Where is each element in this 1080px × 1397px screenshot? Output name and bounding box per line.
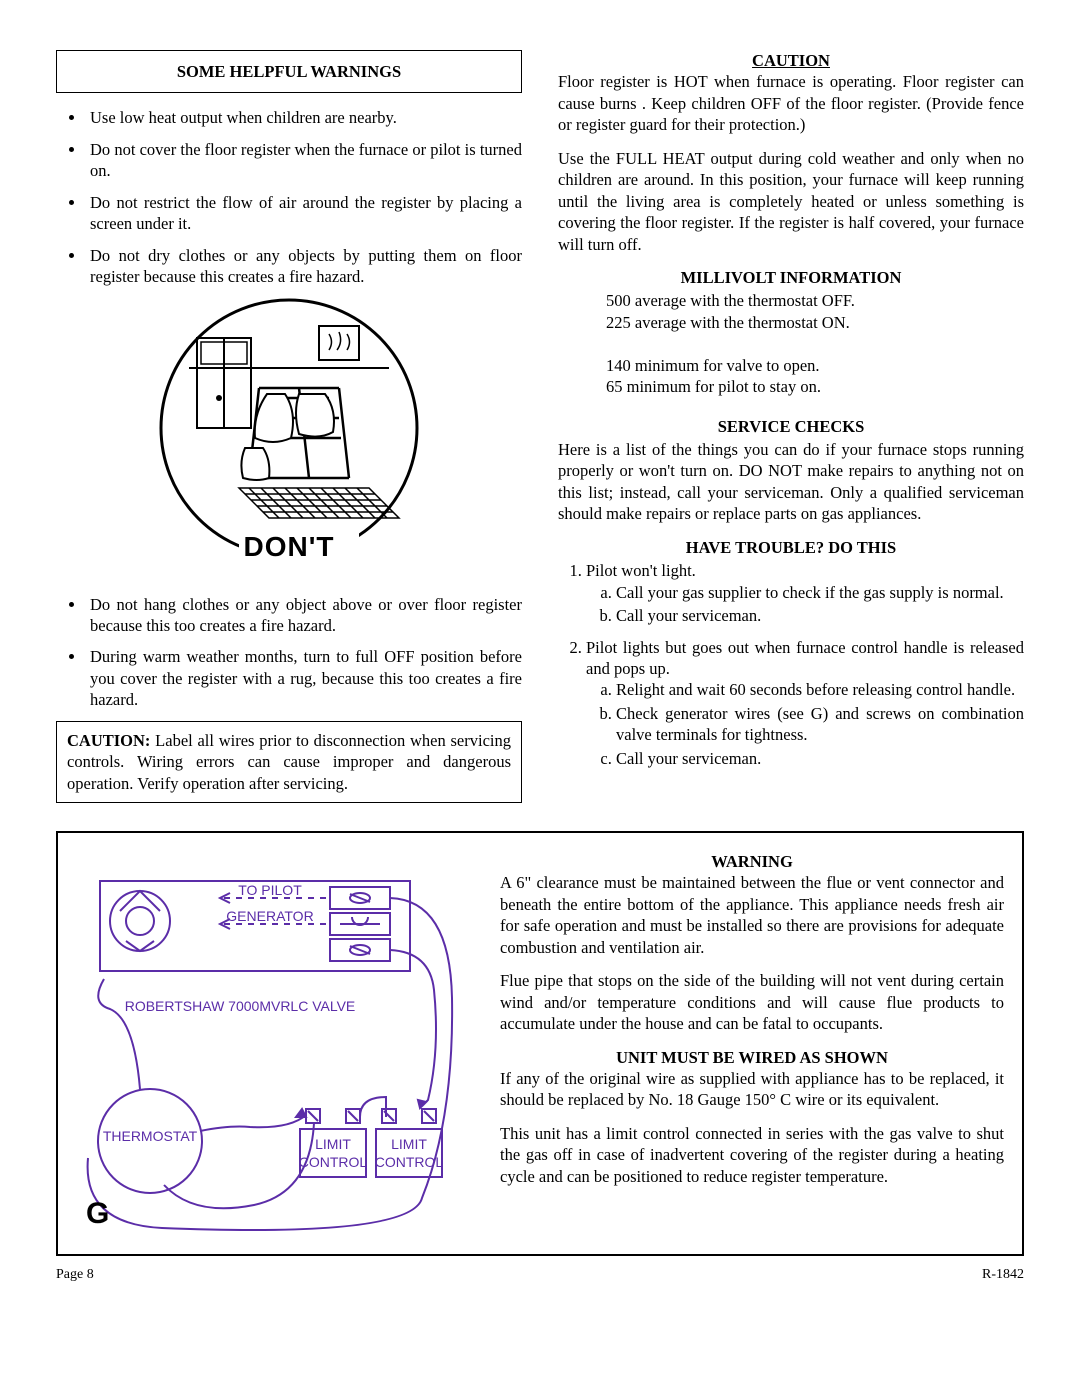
limit2-a: LIMIT <box>391 1136 427 1152</box>
warning-item: Use low heat output when children are ne… <box>86 107 522 128</box>
millivolt-info: 500 average with the thermostat OFF.225 … <box>558 290 1024 397</box>
warning-item: Do not dry clothes or any objects by put… <box>86 245 522 288</box>
millivolt-line <box>606 333 1024 354</box>
warning-item: Do not hang clothes or any object above … <box>86 594 522 637</box>
millivolt-line: 500 average with the thermostat OFF. <box>606 290 1024 311</box>
bottom-panel: TO PILOT GENERATOR ROBERTSHAW 7000MVRLC … <box>56 831 1024 1256</box>
service-heading: SERVICE CHECKS <box>558 416 1024 437</box>
valve-label: ROBERTSHAW 7000MVRLC VALVE <box>125 998 356 1014</box>
thermostat-label: THERMOSTAT <box>103 1128 198 1144</box>
trouble-heading: HAVE TROUBLE? DO THIS <box>558 537 1024 558</box>
millivolt-line: 65 minimum for pilot to stay on. <box>606 376 1024 397</box>
warning-heading: WARNING <box>500 851 1004 872</box>
wired-heading: UNIT MUST BE WIRED AS SHOWN <box>500 1047 1004 1068</box>
wired-para2: This unit has a limit control connected … <box>500 1123 1004 1187</box>
trouble-subitem: Check generator wires (see G) and screws… <box>616 703 1024 746</box>
footer-right: R-1842 <box>982 1266 1024 1284</box>
warnings-title: SOME HELPFUL WARNINGS <box>177 62 401 81</box>
full-heat-para: Use the FULL HEAT output during cold wea… <box>558 148 1024 255</box>
warnings-list-a: Use low heat output when children are ne… <box>56 107 522 287</box>
warnings-list-b: Do not hang clothes or any object above … <box>56 594 522 711</box>
flue-para: Flue pipe that stops on the side of the … <box>500 970 1004 1034</box>
warning-item: Do not restrict the flow of air around t… <box>86 192 522 235</box>
trouble-subitem: Call your gas supplier to check if the g… <box>616 582 1024 603</box>
millivolt-line: 140 minimum for valve to open. <box>606 355 1024 376</box>
caution-heading: CAUTION <box>558 50 1024 71</box>
footer-left: Page 8 <box>56 1266 94 1284</box>
trouble-item: Pilot won't light.Call your gas supplier… <box>586 560 1024 626</box>
service-para: Here is a list of the things you can do … <box>558 439 1024 525</box>
generator-label: GENERATOR <box>226 908 313 924</box>
warning-item: During warm weather months, turn to full… <box>86 646 522 710</box>
wired-para1: If any of the original wire as supplied … <box>500 1068 1004 1111</box>
limit1-a: LIMIT <box>315 1136 351 1152</box>
warning-para: A 6" clearance must be maintained betwee… <box>500 872 1004 958</box>
to-pilot-label: TO PILOT <box>238 882 302 898</box>
dont-text: DON'T <box>244 531 335 562</box>
millivolt-line: 225 average with the thermostat ON. <box>606 312 1024 333</box>
limit2-b: CONTROL <box>375 1154 444 1170</box>
caution-para: Floor register is HOT when furnace is op… <box>558 71 1024 135</box>
wiring-diagram: TO PILOT GENERATOR ROBERTSHAW 7000MVRLC … <box>70 851 470 1231</box>
page-footer: Page 8 R-1842 <box>56 1266 1024 1284</box>
millivolt-heading: MILLIVOLT INFORMATION <box>558 267 1024 288</box>
trouble-subitem: Call your serviceman. <box>616 605 1024 626</box>
caution-lead: CAUTION: <box>67 731 150 750</box>
g-label: G <box>86 1197 109 1230</box>
trouble-subitem: Call your serviceman. <box>616 748 1024 769</box>
trouble-item: Pilot lights but goes out when furnace c… <box>586 637 1024 770</box>
limit1-b: CONTROL <box>299 1154 368 1170</box>
caution-box: CAUTION: Label all wires prior to discon… <box>56 721 522 803</box>
trouble-subitem: Relight and wait 60 seconds before relea… <box>616 679 1024 700</box>
warnings-title-box: SOME HELPFUL WARNINGS <box>56 50 522 93</box>
dont-illustration: DON'T <box>149 298 429 578</box>
warning-item: Do not cover the floor register when the… <box>86 139 522 182</box>
trouble-list: Pilot won't light.Call your gas supplier… <box>558 560 1024 769</box>
